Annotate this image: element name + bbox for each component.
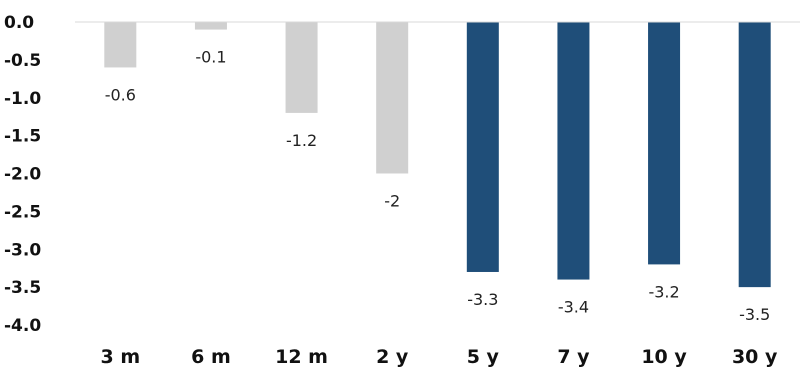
data-label: -3.5 (739, 305, 770, 324)
x-category-label: 5 y (467, 346, 500, 368)
y-axis-ticks: 0.0 -0.5 -1.0 -1.5 -2.0 -2.5 -3.0 -3.5 -4.0 (4, 13, 41, 336)
x-category-label: 10 y (641, 346, 687, 368)
y-tick-label: -3.0 (4, 240, 41, 260)
y-tick-label: -1.5 (4, 127, 41, 147)
bars (104, 22, 771, 288)
bar (104, 22, 137, 68)
x-category-label: 7 y (557, 346, 590, 368)
y-tick-label: -1.0 (4, 89, 41, 109)
bar (466, 22, 499, 272)
x-category-label: 3 m (100, 346, 140, 368)
data-label: -3.2 (648, 282, 679, 301)
data-label: -0.6 (105, 85, 136, 104)
y-tick-label: -2.0 (4, 165, 41, 185)
x-category-label: 30 y (732, 346, 778, 368)
bar (194, 22, 227, 30)
data-label: -3.4 (558, 298, 589, 317)
x-category-label: 6 m (191, 346, 231, 368)
bar (376, 22, 409, 174)
y-tick-label: -0.5 (4, 51, 41, 71)
bar (648, 22, 681, 265)
y-tick-label: 0.0 (4, 13, 34, 33)
y-tick-label: -4.0 (4, 316, 41, 336)
data-label: -0.1 (195, 48, 226, 67)
category-labels: 3 m 6 m 12 m 2 y 5 y 7 y 10 y 30 y (100, 346, 778, 368)
data-label: -2 (384, 192, 400, 211)
bar (557, 22, 590, 280)
bar (285, 22, 318, 113)
data-label: -3.3 (467, 290, 498, 309)
data-label: -1.2 (286, 131, 317, 150)
y-tick-label: -2.5 (4, 202, 41, 222)
x-category-label: 12 m (275, 346, 328, 368)
data-labels: -0.6 -0.1 -1.2 -2 -3.3 -3.4 -3.2 -3.5 (105, 48, 771, 325)
bar (738, 22, 771, 288)
x-category-label: 2 y (376, 346, 409, 368)
y-tick-label: -3.5 (4, 278, 41, 298)
